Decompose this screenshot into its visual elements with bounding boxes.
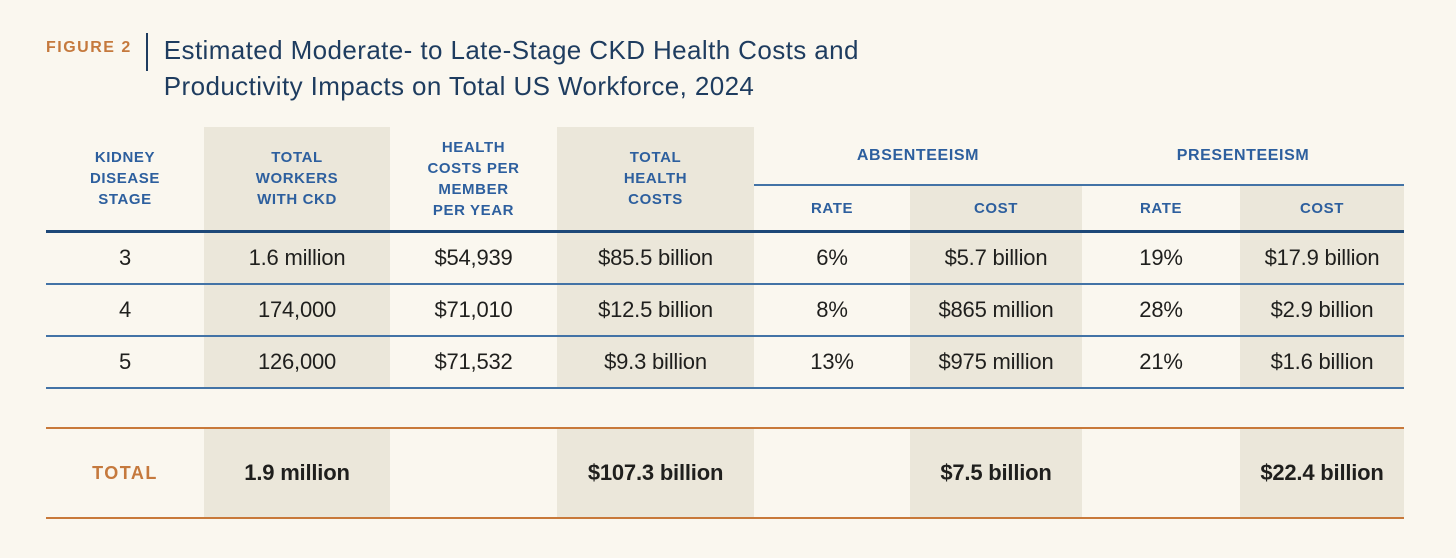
- header-total-workers-with-ckd: TOTAL WORKERS WITH CKD: [204, 127, 390, 230]
- header-presenteeism-cost: COST: [1240, 186, 1404, 230]
- cell-workers: 126,000: [204, 337, 390, 387]
- cell-absenteeism-rate: 13%: [810, 349, 854, 374]
- cell-presenteeism-cost: $1.6 billion: [1240, 337, 1404, 387]
- cell-stage: 4: [118, 297, 132, 322]
- total-presenteeism-cost: $22.4 billion: [1240, 429, 1404, 517]
- table-gap: [46, 389, 1404, 427]
- header-kidney-disease-stage: KIDNEY DISEASE STAGE: [89, 149, 161, 208]
- table-header: KIDNEY DISEASE STAGE TOTAL WORKERS WITH …: [46, 127, 1404, 233]
- cell-absenteeism-cost: $975 million: [910, 337, 1082, 387]
- title-divider: [145, 33, 148, 71]
- figure-title-line-2: Productivity Impacts on Total US Workfor…: [163, 71, 755, 101]
- figure-title: Estimated Moderate- to Late-Stage CKD He…: [164, 32, 859, 104]
- total-absenteeism-cost: $7.5 billion: [910, 429, 1082, 517]
- cell-workers: 1.6 million: [204, 233, 390, 283]
- table-row-stage-3: 3 1.6 million $54,939 $85.5 billion 6% $…: [46, 233, 1404, 285]
- header-group-absenteeism: ABSENTEEISM: [754, 127, 1082, 186]
- total-presenteeism-rate-empty: [1082, 429, 1240, 517]
- cell-workers: 174,000: [204, 285, 390, 335]
- cell-absenteeism-cost: $865 million: [910, 285, 1082, 335]
- cell-presenteeism-cost: $2.9 billion: [1240, 285, 1404, 335]
- cell-total-health-costs: $85.5 billion: [557, 233, 754, 283]
- cell-absenteeism-cost: $5.7 billion: [910, 233, 1082, 283]
- cell-presenteeism-rate: 28%: [1139, 297, 1183, 322]
- total-label: TOTAL: [92, 462, 158, 483]
- cell-absenteeism-rate: 8%: [816, 297, 848, 322]
- header-presenteeism-rate: RATE: [1139, 199, 1183, 217]
- header-absenteeism-cost: COST: [910, 186, 1082, 230]
- cell-total-health-costs: $12.5 billion: [557, 285, 754, 335]
- total-absenteeism-rate-empty: [754, 429, 910, 517]
- total-cost-per-member-empty: [390, 429, 557, 517]
- cell-cost-per-member: $71,532: [434, 349, 513, 374]
- ckd-cost-table: KIDNEY DISEASE STAGE TOTAL WORKERS WITH …: [46, 127, 1404, 519]
- header-group-presenteeism: PRESENTEEISM: [1082, 127, 1404, 186]
- cell-stage: 5: [118, 349, 132, 374]
- figure-header: FIGURE 2 Estimated Moderate- to Late-Sta…: [46, 0, 1456, 127]
- total-health-costs: $107.3 billion: [557, 429, 754, 517]
- table-row-stage-4: 4 174,000 $71,010 $12.5 billion 8% $865 …: [46, 285, 1404, 337]
- total-workers: 1.9 million: [204, 429, 390, 517]
- cell-stage: 3: [118, 245, 132, 270]
- cell-cost-per-member: $71,010: [434, 297, 513, 322]
- header-absenteeism-rate: RATE: [810, 199, 854, 217]
- total-row: TOTAL 1.9 million $107.3 billion $7.5 bi…: [46, 427, 1404, 519]
- cell-total-health-costs: $9.3 billion: [557, 337, 754, 387]
- cell-absenteeism-rate: 6%: [816, 245, 848, 270]
- header-health-costs-per-member: HEALTH COSTS PER MEMBER PER YEAR: [427, 138, 520, 219]
- cell-presenteeism-rate: 21%: [1139, 349, 1183, 374]
- header-total-health-costs: TOTAL HEALTH COSTS: [557, 127, 754, 230]
- cell-presenteeism-rate: 19%: [1139, 245, 1183, 270]
- cell-cost-per-member: $54,939: [434, 245, 513, 270]
- figure-title-line-1: Estimated Moderate- to Late-Stage CKD He…: [163, 35, 859, 65]
- figure-label: FIGURE 2: [46, 39, 132, 56]
- cell-presenteeism-cost: $17.9 billion: [1240, 233, 1404, 283]
- table-row-stage-5: 5 126,000 $71,532 $9.3 billion 13% $975 …: [46, 337, 1404, 389]
